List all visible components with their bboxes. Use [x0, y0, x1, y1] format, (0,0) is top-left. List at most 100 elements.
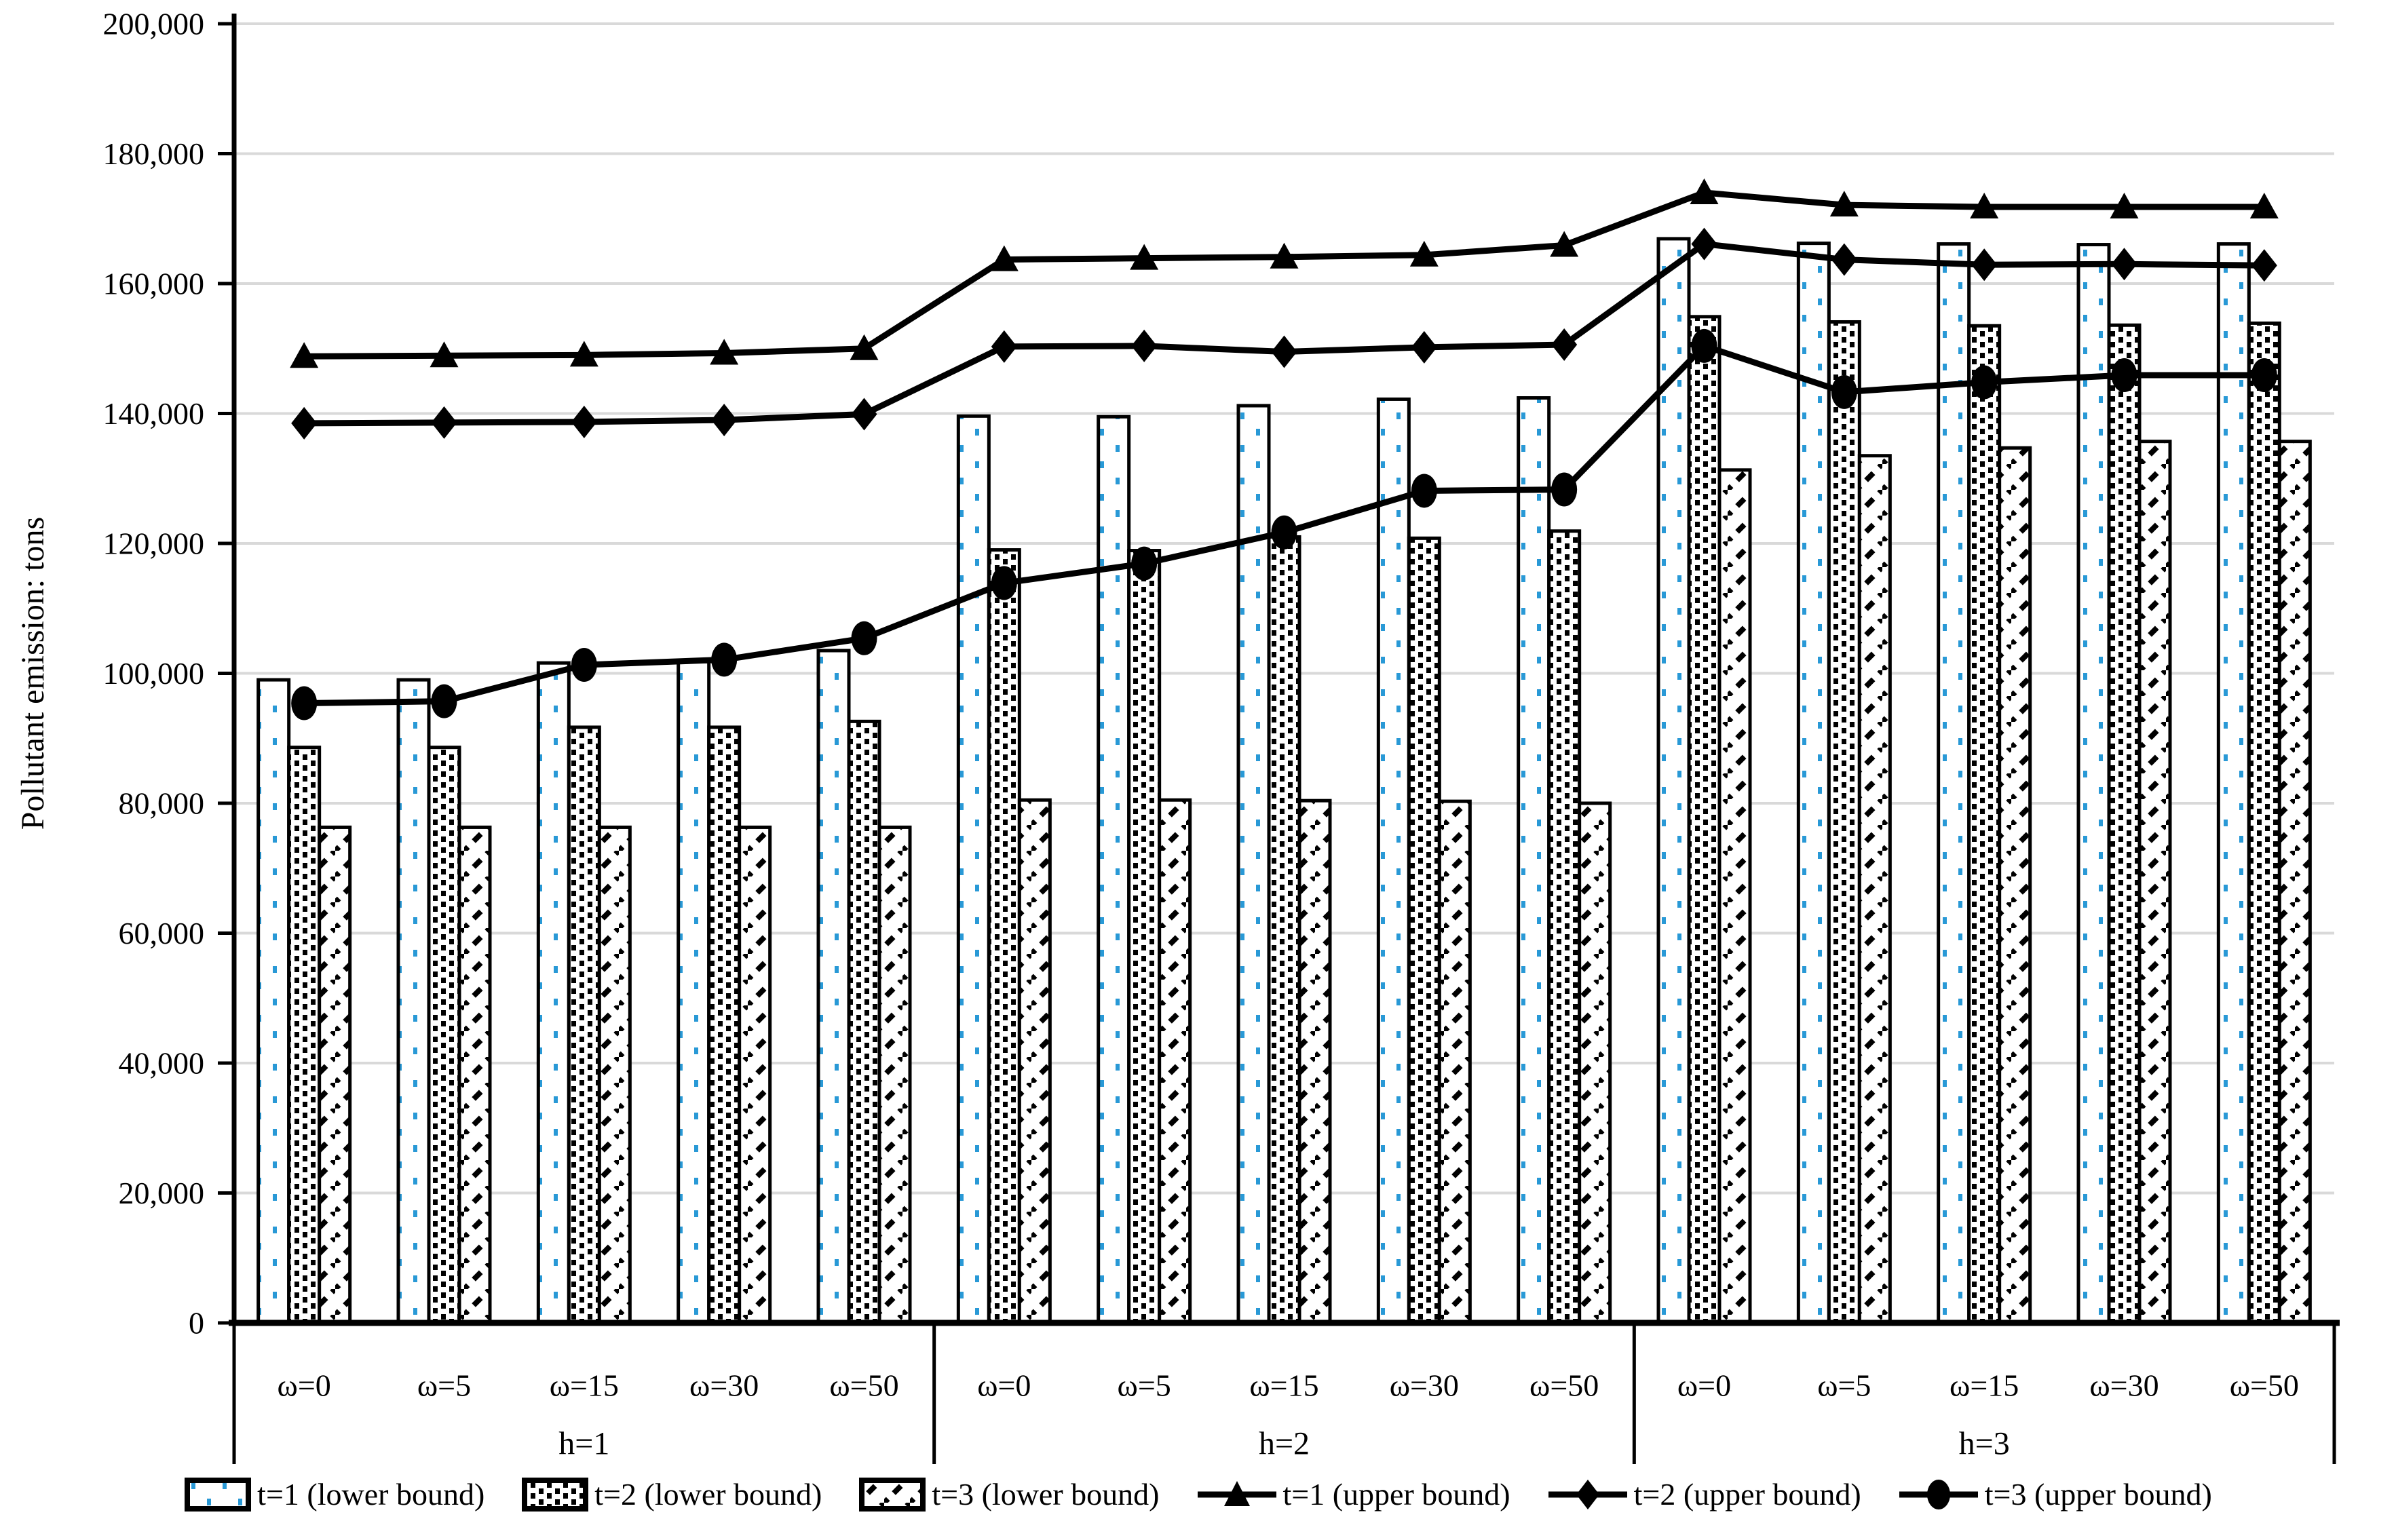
- marker-diamond-icon: [571, 405, 597, 438]
- y-tick-label: 180,000: [103, 136, 205, 171]
- x-category-label: ω=5: [417, 1368, 471, 1403]
- line-triangle-marker-icon: [1197, 1480, 1276, 1506]
- x-category-label: ω=0: [977, 1368, 1031, 1403]
- marker-triangle-icon: [1970, 193, 1999, 219]
- marker-circle-icon: [1691, 328, 1717, 363]
- x-group-label: h=1: [558, 1426, 609, 1462]
- marker-diamond-icon: [2251, 249, 2277, 282]
- bar-swatch-diagonal-dashes-icon: [859, 1477, 926, 1512]
- bar-t3-lower: [1158, 798, 1192, 1325]
- bar-t3-lower: [1578, 801, 1612, 1325]
- legend-item-t3-lower: t=3 (lower bound): [858, 1476, 1160, 1512]
- bar-t1-lower: [1656, 237, 1691, 1325]
- x-category-label: ω=0: [1677, 1368, 1731, 1403]
- y-tick-label: 100,000: [103, 656, 205, 691]
- bar-t3-lower: [1998, 446, 2032, 1325]
- y-tick-label: 120,000: [103, 526, 205, 561]
- y-tick-label: 0: [189, 1306, 204, 1341]
- bar-t2-lower: [1407, 536, 1441, 1325]
- bar-t3-lower: [597, 825, 632, 1325]
- marker-circle-icon: [431, 684, 457, 718]
- bar-t2-lower: [1127, 549, 1162, 1325]
- chart-legend: t=1 (lower bound) t=2 (lower bound) t=3 …: [0, 1476, 2396, 1512]
- legend-item-t2-upper: t=2 (upper bound): [1547, 1476, 1861, 1512]
- legend-item-t3-upper: t=3 (upper bound): [1898, 1476, 2212, 1512]
- marker-triangle-icon: [2249, 193, 2279, 219]
- marker-diamond-icon: [711, 404, 738, 437]
- marker-diamond-icon: [1271, 335, 1297, 368]
- bar-t2-lower: [1267, 535, 1301, 1325]
- marker-diamond-icon: [1131, 329, 1158, 362]
- marker-triangle-icon: [290, 342, 319, 368]
- marker-circle-icon: [711, 642, 738, 677]
- x-category-label: ω=50: [829, 1368, 898, 1403]
- marker-triangle-icon: [1270, 242, 1299, 269]
- marker-triangle-icon: [2110, 193, 2139, 219]
- marker-circle-icon: [851, 621, 877, 655]
- marker-triangle-icon: [850, 334, 879, 360]
- marker-circle-icon: [1271, 515, 1297, 550]
- marker-circle-icon: [1551, 472, 1578, 507]
- marker-circle-icon: [2111, 358, 2137, 393]
- bar-t2-lower: [1687, 315, 1722, 1325]
- marker-diamond-icon: [851, 398, 877, 431]
- bar-t2-lower: [847, 719, 881, 1325]
- bar-t1-lower: [2076, 243, 2111, 1325]
- bar-t1-lower: [2216, 242, 2251, 1325]
- legend-label: t=1 (lower bound): [257, 1477, 485, 1512]
- legend-item-t1-upper: t=1 (upper bound): [1196, 1476, 1510, 1512]
- bar-t3-lower: [1437, 799, 1472, 1325]
- y-tick-label: 40,000: [119, 1046, 205, 1081]
- bar-t3-lower: [1857, 454, 1892, 1325]
- bar-t2-lower: [987, 548, 1021, 1325]
- marker-triangle-icon: [569, 341, 598, 367]
- x-category-label: ω=30: [1390, 1368, 1459, 1403]
- y-tick-label: 80,000: [119, 786, 205, 821]
- marker-circle-icon: [1411, 474, 1437, 508]
- legend-item-t1-lower: t=1 (lower bound): [184, 1476, 484, 1512]
- bar-t1-lower: [396, 678, 431, 1325]
- bar-t2-lower: [2107, 323, 2142, 1325]
- marker-triangle-icon: [1130, 244, 1159, 270]
- x-category-label: ω=50: [2230, 1368, 2299, 1403]
- line-diamond-marker-icon: [1548, 1479, 1627, 1509]
- bar-t2-lower: [427, 746, 461, 1325]
- marker-circle-icon: [291, 686, 318, 720]
- legend-label: t=2 (upper bound): [1633, 1477, 1861, 1512]
- bar-t2-lower: [1827, 320, 1861, 1325]
- marker-triangle-icon: [1409, 240, 1439, 267]
- marker-triangle-icon: [1829, 191, 1859, 217]
- marker-triangle-icon: [989, 245, 1019, 271]
- x-category-label: ω=5: [1118, 1368, 1171, 1403]
- marker-diamond-icon: [991, 330, 1017, 363]
- bar-t1-lower: [1376, 397, 1411, 1325]
- bar-t3-lower: [1297, 798, 1332, 1325]
- bar-t1-lower: [1517, 396, 1551, 1325]
- bar-t1-lower: [677, 659, 711, 1325]
- legend-label: t=3 (upper bound): [1984, 1477, 2212, 1512]
- bar-swatch-black-dots-icon: [522, 1477, 589, 1512]
- y-tick-label: 140,000: [103, 396, 205, 431]
- marker-triangle-icon: [710, 339, 739, 365]
- bar-t1-lower: [1097, 415, 1131, 1325]
- bar-t2-lower: [707, 725, 742, 1325]
- marker-diamond-icon: [1971, 248, 1998, 282]
- bar-t1-lower: [536, 661, 571, 1325]
- legend-label: t=3 (lower bound): [932, 1477, 1160, 1512]
- marker-circle-icon: [1971, 365, 1998, 400]
- marker-circle-icon: [1831, 374, 1857, 409]
- x-category-label: ω=0: [278, 1368, 331, 1403]
- bar-t3-lower: [2137, 440, 2172, 1325]
- marker-diamond-icon: [1831, 243, 1857, 276]
- x-category-label: ω=5: [1817, 1368, 1871, 1403]
- x-category-label: ω=50: [1529, 1368, 1599, 1403]
- bar-t3-lower: [457, 825, 492, 1325]
- x-group-label: h=3: [1959, 1426, 2010, 1462]
- bar-t3-lower: [1017, 798, 1052, 1325]
- bar-t1-lower: [816, 649, 851, 1325]
- y-tick-label: 200,000: [103, 7, 205, 41]
- x-category-label: ω=30: [689, 1368, 759, 1403]
- bar-t1-lower: [956, 414, 991, 1325]
